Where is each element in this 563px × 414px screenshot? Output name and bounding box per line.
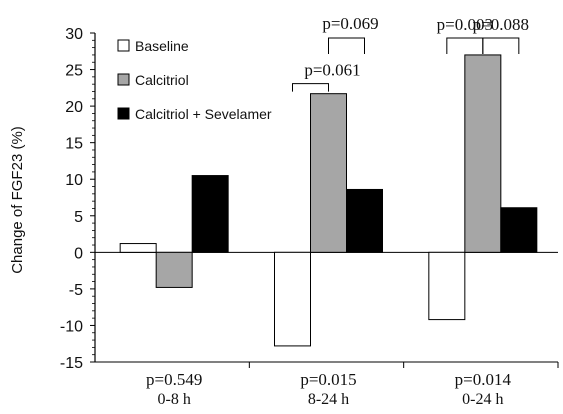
bar <box>464 54 502 253</box>
x-tick-label: 0-8 h <box>158 391 191 408</box>
significance-bracket <box>328 37 365 54</box>
comparison-p-label: p=0.088 <box>473 15 529 34</box>
bar <box>155 251 193 288</box>
y-tick-label: -10 <box>60 318 83 335</box>
comparison-p-label: p=0.061 <box>304 61 360 80</box>
legend: Baseline Calcitriol Calcitriol + Sevelamer <box>117 38 272 122</box>
y-axis-label: Change of FGF23 (%) <box>9 126 26 274</box>
y-tick-label: 10 <box>65 172 83 189</box>
y-tick-label: 20 <box>65 99 83 116</box>
bar <box>119 243 157 253</box>
category-p-label: p=0.015 <box>300 370 356 389</box>
legend-label: Baseline <box>135 38 189 54</box>
y-tick-label: 15 <box>65 136 83 153</box>
legend-label: Calcitriol + Sevelamer <box>135 106 272 122</box>
category-p-label: p=0.014 <box>455 370 512 389</box>
significance-bracket <box>292 83 329 92</box>
bar <box>428 251 466 321</box>
comparison-p-label: p=0.069 <box>322 14 378 33</box>
category-p-label: p=0.549 <box>146 370 202 389</box>
bar <box>274 251 311 347</box>
legend-label: Calcitriol <box>135 72 189 88</box>
y-tick-label: 30 <box>65 26 83 43</box>
y-tick-label: 5 <box>74 209 83 226</box>
x-tick-label: 8-24 h <box>308 391 349 408</box>
legend-swatch <box>117 73 130 86</box>
x-tick-label: 0-24 h <box>462 391 503 408</box>
bar <box>346 188 383 253</box>
legend-swatch <box>117 39 130 52</box>
bar <box>500 207 538 253</box>
axes: -15 -10 -5 0 5 10 15 20 25 30 p=0.549 0-8 h p=0.015 8… <box>60 26 559 408</box>
significance-bracket <box>482 37 520 54</box>
bar <box>191 175 229 253</box>
significance-bracket <box>446 37 484 54</box>
legend-swatch <box>117 107 130 120</box>
y-tick-label: -15 <box>60 355 83 372</box>
bars <box>119 54 538 347</box>
bar <box>310 93 347 253</box>
y-tick-label: -5 <box>69 282 83 299</box>
y-tick-label: 25 <box>65 63 83 80</box>
comparison-p-label: p=0.003 <box>437 15 493 34</box>
y-tick-label: 0 <box>74 245 83 262</box>
